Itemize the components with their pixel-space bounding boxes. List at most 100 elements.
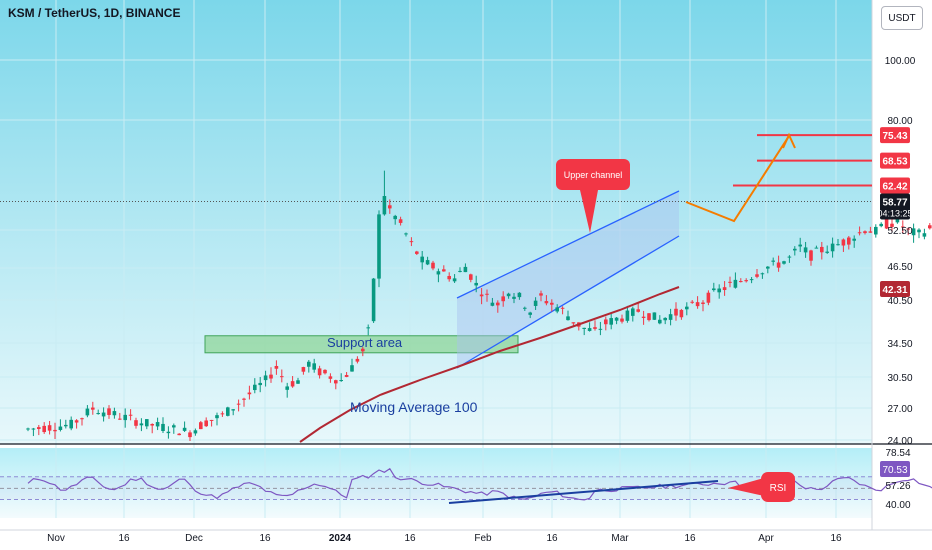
- candle: [820, 241, 824, 260]
- candle-body: [490, 302, 495, 306]
- upper-channel-callout: [556, 159, 630, 190]
- candle: [269, 367, 273, 383]
- candle-body: [393, 215, 397, 220]
- candle: [652, 312, 657, 320]
- candle-body: [172, 425, 176, 428]
- candle-body: [404, 233, 408, 235]
- candle-body: [150, 424, 154, 426]
- candle-body: [312, 363, 316, 370]
- upper-channel-label: Upper channel: [564, 170, 623, 180]
- candle-body: [647, 313, 651, 321]
- candle-body: [469, 274, 473, 280]
- candle-body: [868, 231, 873, 233]
- candle: [296, 377, 300, 384]
- candle: [339, 373, 343, 382]
- candle: [733, 272, 738, 289]
- price-tick-label: 30.50: [887, 373, 912, 384]
- candle: [85, 405, 90, 418]
- candle: [658, 315, 662, 325]
- candle-body: [409, 241, 414, 243]
- candle-body: [177, 433, 181, 436]
- candle-body: [636, 309, 640, 312]
- candle-body: [582, 327, 586, 329]
- candle-body: [755, 274, 759, 277]
- candle-body: [496, 302, 500, 306]
- candle-body: [604, 319, 608, 325]
- candle: [431, 260, 435, 271]
- candle: [922, 228, 927, 240]
- candle-body: [242, 398, 246, 400]
- candle-body: [625, 310, 630, 321]
- candle: [636, 302, 640, 313]
- candle: [118, 412, 122, 420]
- candle: [91, 401, 95, 415]
- candle: [96, 409, 100, 415]
- candle-body: [101, 412, 106, 417]
- projection-path: [685, 135, 790, 223]
- candle-body: [685, 306, 689, 310]
- candle-body: [274, 365, 279, 369]
- time-tick-label: 16: [259, 533, 271, 544]
- candle: [355, 356, 360, 364]
- candle: [852, 235, 856, 248]
- candle: [647, 313, 651, 322]
- candle-body: [26, 428, 30, 430]
- candle-body: [739, 281, 743, 283]
- candle-body: [74, 420, 79, 423]
- price-tick-label: 80.00: [887, 116, 912, 127]
- candle-body: [528, 312, 532, 315]
- candle-body: [47, 425, 52, 431]
- candle: [706, 290, 711, 306]
- candle-body: [209, 419, 214, 421]
- candle: [825, 245, 829, 254]
- moving-average-100-line: [299, 286, 680, 443]
- candle-body: [118, 418, 122, 420]
- candle: [550, 299, 554, 312]
- candle: [436, 268, 441, 283]
- candle: [123, 408, 127, 428]
- candle: [755, 269, 759, 279]
- price-label-badge: 68.53: [880, 152, 910, 169]
- candle: [290, 376, 295, 388]
- candle: [690, 300, 694, 304]
- candle: [598, 321, 603, 336]
- candle: [377, 210, 381, 288]
- candle-body: [85, 408, 90, 416]
- candle: [728, 276, 732, 288]
- candle: [263, 370, 268, 387]
- price-pane-background: [0, 0, 872, 444]
- candle: [496, 300, 500, 313]
- candle-body: [161, 423, 165, 431]
- candle-body: [37, 427, 41, 430]
- candle-body: [566, 316, 570, 321]
- candle-body: [285, 386, 289, 390]
- candle-body: [857, 232, 862, 234]
- candle: [193, 428, 198, 436]
- candle: [404, 232, 408, 237]
- candle: [145, 419, 149, 430]
- time-tick-label: 16: [830, 533, 842, 544]
- candle-body: [523, 307, 527, 309]
- candle-body: [663, 317, 667, 321]
- candle-body: [447, 275, 451, 280]
- candle: [323, 369, 327, 375]
- currency-button[interactable]: USDT: [881, 6, 923, 30]
- price-label-badge: 62.42: [880, 177, 910, 194]
- candle-body: [674, 308, 678, 316]
- candle-body: [226, 407, 230, 416]
- candle: [782, 260, 786, 265]
- candle-body: [388, 205, 392, 209]
- candle: [128, 409, 133, 421]
- candle-body: [550, 302, 554, 305]
- candle: [204, 417, 208, 428]
- rsi-badge-bg: [880, 461, 910, 477]
- candle: [695, 296, 700, 309]
- price-badge-text: 42.31: [882, 285, 907, 296]
- rsi-callout-label: RSI: [770, 483, 787, 494]
- price-tick-label: 46.50: [887, 262, 912, 273]
- candle: [415, 250, 419, 255]
- moving-average-label: Moving Average 100: [350, 399, 478, 415]
- candle-body: [458, 270, 462, 272]
- candle: [215, 412, 219, 426]
